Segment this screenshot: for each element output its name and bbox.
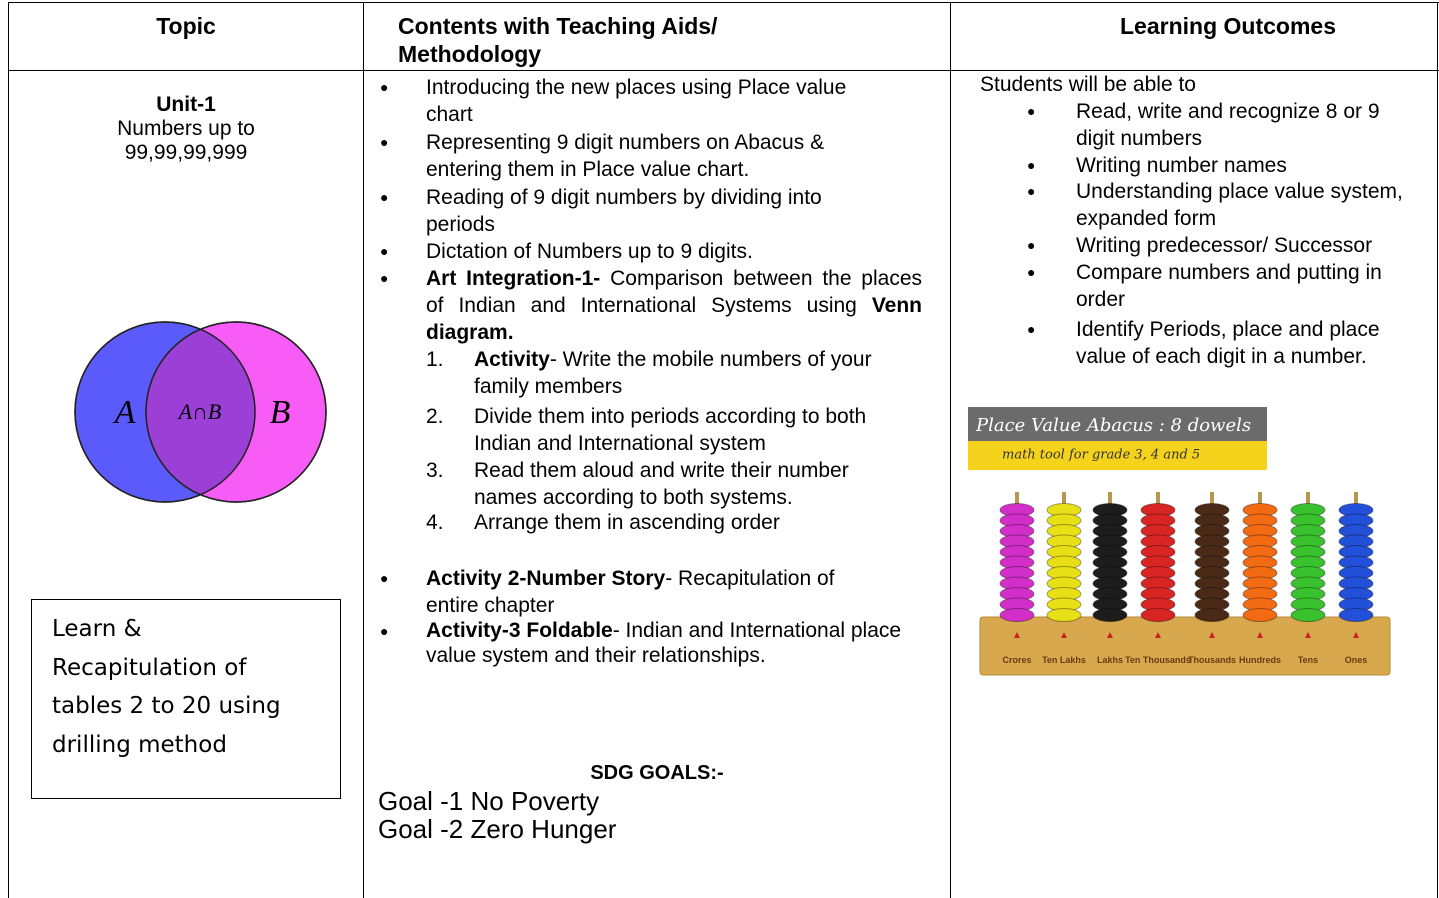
- abacus-label: Hundreds: [1239, 655, 1281, 665]
- outcome: Writing number names: [1076, 154, 1287, 177]
- bullet: ●: [1027, 183, 1036, 199]
- marker: [1107, 632, 1113, 638]
- border: [8, 2, 9, 898]
- abacus-label: Ones: [1345, 655, 1368, 665]
- bullet: ●: [1027, 321, 1036, 337]
- text: - Indian and International place value s…: [426, 619, 902, 667]
- step-number: 3.: [426, 459, 444, 482]
- bead: [1140, 608, 1176, 622]
- step: Read them aloud and write their number n…: [474, 459, 849, 509]
- unit-range: 99,99,99,999: [124, 141, 248, 164]
- bullet: ●: [1027, 264, 1036, 280]
- marker: [1155, 632, 1161, 638]
- marker: [1257, 632, 1263, 638]
- activity: Activity-3 Foldable- Indian and Internat…: [426, 618, 916, 668]
- header: Contents with Teaching Aids/ Methodology: [398, 13, 718, 67]
- topic: Unit-1 Numbers up to 99,99,99,999: [9, 93, 363, 165]
- bold-text: Venn diagram.: [426, 294, 922, 344]
- bullet: ●: [380, 570, 389, 586]
- step: Arrange them in ascending order: [474, 511, 780, 534]
- bead: [1242, 608, 1278, 622]
- abacus-label: Thousands: [1188, 655, 1236, 665]
- content-item: Art Integration-1- Comparison between th…: [426, 265, 922, 346]
- text: Comparison between the places of Indian …: [426, 267, 923, 317]
- bullet: ●: [380, 243, 389, 259]
- outcome: Writing predecessor/ Successor: [1076, 234, 1373, 257]
- abacus-label: Ten Thousands: [1125, 655, 1191, 665]
- bead: [1290, 608, 1326, 622]
- marker: [1353, 632, 1359, 638]
- venn-label: A∩B: [177, 399, 222, 424]
- bullet: ●: [1027, 237, 1036, 253]
- activity: Activity 2-Number Story- Recapitulation …: [426, 565, 886, 619]
- border: [950, 2, 951, 898]
- header: Topic: [156, 13, 216, 39]
- bead: [1046, 608, 1082, 622]
- venn-label: A: [113, 394, 136, 431]
- bead: [1092, 608, 1128, 622]
- marker: [1061, 632, 1067, 638]
- image-title: Place Value Abacus : 8 dowels: [975, 415, 1251, 436]
- abacus-image: Place Value Abacus : 8 dowels math tool …: [968, 407, 1391, 676]
- bold-text: Activity-3 Foldable: [426, 619, 613, 642]
- bead: [1194, 608, 1230, 622]
- outcome: Identify Periods, place and place value …: [1076, 318, 1380, 368]
- bold-text: Activity 2-Number Story: [426, 567, 666, 590]
- step-number: 2.: [426, 405, 444, 428]
- bead: [1338, 608, 1374, 622]
- note-text: Learn & Recapitulation of tables 2 to 20…: [52, 616, 281, 758]
- bead: [999, 608, 1035, 622]
- goal: Goal -1 No Poverty: [378, 786, 600, 816]
- bold-text: Activity: [474, 348, 550, 371]
- marker: [1305, 632, 1311, 638]
- header: Learning Outcomes: [1120, 13, 1336, 39]
- venn-diagram: A A∩B B: [74, 321, 327, 503]
- marker: [1209, 632, 1215, 638]
- unit-title: Numbers up to: [117, 117, 255, 140]
- bullet: ●: [1027, 157, 1036, 173]
- step-number: 1.: [426, 348, 444, 371]
- outcome: Read, write and recognize 8 or 9 digit n…: [1076, 100, 1380, 150]
- goal: Goal -2 Zero Hunger: [378, 814, 617, 844]
- abacus-label: Lakhs: [1097, 655, 1123, 665]
- content-item: Dictation of Numbers up to 9 digits.: [426, 240, 753, 263]
- step: Divide them into periods according to bo…: [474, 405, 867, 455]
- bullet: ●: [380, 623, 389, 639]
- sdg-title: SDG GOALS:-: [590, 762, 724, 784]
- content-item: Reading of 9 digit numbers by dividing i…: [426, 186, 822, 236]
- border: [8, 70, 1439, 71]
- venn-label: B: [270, 394, 291, 431]
- intersection: [146, 322, 255, 502]
- outcome: Compare numbers and putting in order: [1076, 261, 1382, 311]
- marker: [1014, 632, 1020, 638]
- bullet: ●: [380, 79, 389, 95]
- step-number: 4.: [426, 511, 444, 534]
- outcomes-intro: Students will be able to: [980, 73, 1196, 96]
- abacus-label: Ten Lakhs: [1042, 655, 1086, 665]
- bullet: ●: [380, 134, 389, 150]
- abacus-label: Tens: [1298, 655, 1318, 665]
- content-item: Representing 9 digit numbers on Abacus &…: [426, 131, 825, 181]
- note-box: Learn & Recapitulation of tables 2 to 20…: [31, 599, 341, 799]
- border: [1437, 2, 1438, 898]
- bold-text: Art Integration-1-: [426, 267, 601, 290]
- bullet: ●: [380, 189, 389, 205]
- bullet: ●: [1027, 103, 1036, 119]
- step: Activity- Write the mobile numbers of yo…: [474, 346, 894, 400]
- abacus-label: Crores: [1002, 655, 1031, 665]
- text: - Recapitulation of entire chapter: [426, 567, 835, 617]
- bullet: ●: [380, 270, 389, 286]
- border: [363, 2, 364, 898]
- image-subtitle: math tool for grade 3, 4 and 5: [1002, 448, 1200, 463]
- text: - Write the mobile numbers of your famil…: [474, 348, 872, 398]
- unit: Unit-1: [156, 93, 216, 116]
- border: [8, 2, 1439, 3]
- content-item: Introducing the new places using Place v…: [426, 76, 847, 126]
- outcome: Understanding place value system, expand…: [1076, 180, 1403, 230]
